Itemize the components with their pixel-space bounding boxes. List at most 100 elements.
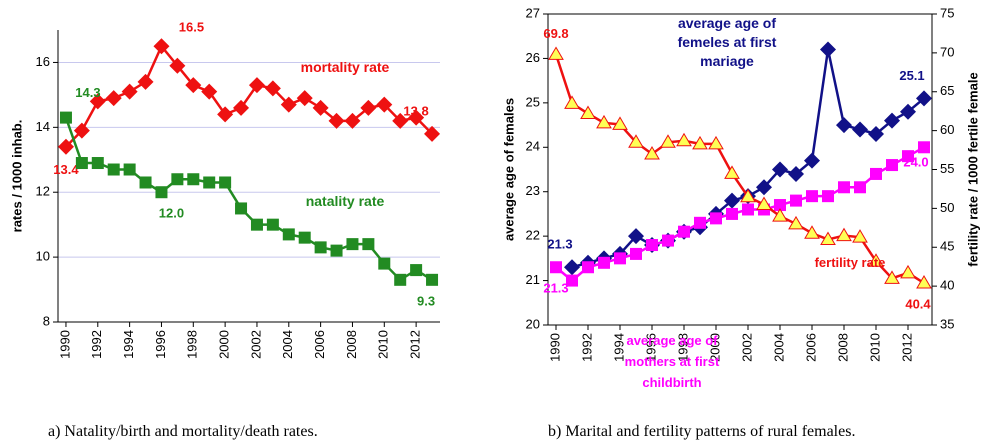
marker (646, 239, 658, 252)
data-label: 12.0 (159, 206, 184, 221)
x-tick-label: 2008 (344, 330, 359, 359)
x-tick-label: 2006 (803, 333, 818, 362)
marker (75, 157, 88, 170)
data-label: 69.8 (543, 26, 568, 41)
y-tick-label: 16 (36, 54, 50, 69)
x-tick-label: 1990 (547, 333, 562, 362)
marker (868, 253, 884, 267)
y-tick-label: 8 (43, 313, 50, 328)
marker (171, 173, 184, 186)
marker (756, 179, 772, 196)
marker (203, 176, 216, 189)
x-tick-label: 1996 (153, 330, 168, 359)
y-tick-label: 25 (526, 94, 540, 109)
marker (756, 196, 772, 210)
marker (916, 90, 932, 107)
y2-tick-label: 50 (940, 200, 954, 215)
marker (346, 238, 359, 251)
x-tick-label: 2010 (376, 330, 391, 359)
x-tick-label: 2004 (280, 330, 295, 359)
marker (217, 106, 234, 123)
y2-tick-label: 75 (940, 5, 954, 20)
marker (644, 145, 660, 160)
marker (740, 188, 756, 203)
x-tick-label: 1994 (611, 333, 626, 362)
caption: b) Marital and fertility patterns of rur… (548, 423, 856, 440)
marker (362, 238, 375, 251)
data-label: 13.8 (403, 103, 428, 118)
marker (392, 112, 409, 129)
marker (708, 135, 724, 150)
x-tick-label: 1998 (675, 333, 690, 362)
marker (89, 93, 106, 110)
marker (598, 256, 610, 269)
data-label: 9.3 (417, 293, 435, 308)
y-tick-label: 10 (36, 249, 50, 264)
marker (139, 176, 152, 189)
marker (282, 228, 295, 241)
marker (107, 163, 120, 176)
marker (852, 229, 868, 243)
marker (378, 257, 391, 270)
plot-frame (547, 13, 933, 326)
data-label: 24.0 (903, 155, 928, 170)
marker (822, 190, 834, 203)
x-tick-label: 1998 (185, 330, 200, 359)
marker (298, 231, 311, 244)
marker (630, 247, 642, 260)
marker (612, 116, 628, 130)
marker (73, 122, 90, 139)
marker (916, 275, 932, 289)
marker (219, 176, 232, 189)
marker (330, 244, 343, 257)
marker (548, 46, 564, 60)
marker (376, 96, 393, 113)
marker (121, 83, 138, 100)
marker (884, 112, 900, 129)
marker (360, 99, 377, 116)
series-line (554, 54, 925, 285)
marker (678, 225, 690, 238)
marker (155, 186, 168, 199)
marker (137, 73, 154, 90)
marker (662, 234, 674, 247)
y2-tick-label: 70 (940, 44, 954, 59)
data-label: 16.5 (179, 20, 204, 35)
y-tick-label: 14 (36, 119, 50, 134)
y2-tick-label: 35 (940, 316, 954, 331)
marker (187, 173, 200, 186)
marker (838, 181, 850, 194)
series-name: fertility rate (814, 255, 886, 270)
marker (694, 216, 706, 229)
marker (900, 264, 916, 279)
x-tick-label: 1994 (121, 330, 136, 359)
marker (900, 103, 916, 120)
marker (426, 273, 439, 286)
y-tick-label: 22 (526, 228, 540, 243)
marker (59, 111, 72, 124)
y-tick-label: 27 (526, 5, 540, 20)
marker (628, 134, 644, 148)
series-name: mortality rate (300, 59, 390, 75)
data-label: 14.3 (75, 85, 100, 100)
caption: a) Natality/birth and mortality/death ra… (48, 423, 318, 440)
marker (790, 194, 802, 207)
y-tick-label: 21 (526, 272, 540, 287)
marker (804, 152, 820, 169)
x-tick-label: 1990 (57, 330, 72, 359)
marker (836, 227, 852, 242)
marker (788, 165, 804, 182)
marker (57, 138, 74, 155)
y-tick-label: 12 (36, 184, 50, 199)
marker (201, 83, 218, 100)
marker (854, 181, 866, 194)
marker (408, 109, 425, 126)
marker (660, 134, 676, 148)
marker (884, 270, 900, 284)
marker (804, 225, 820, 239)
x-tick-label: 2002 (248, 330, 263, 359)
marker (852, 121, 868, 138)
x-tick-label: 2012 (408, 330, 423, 359)
